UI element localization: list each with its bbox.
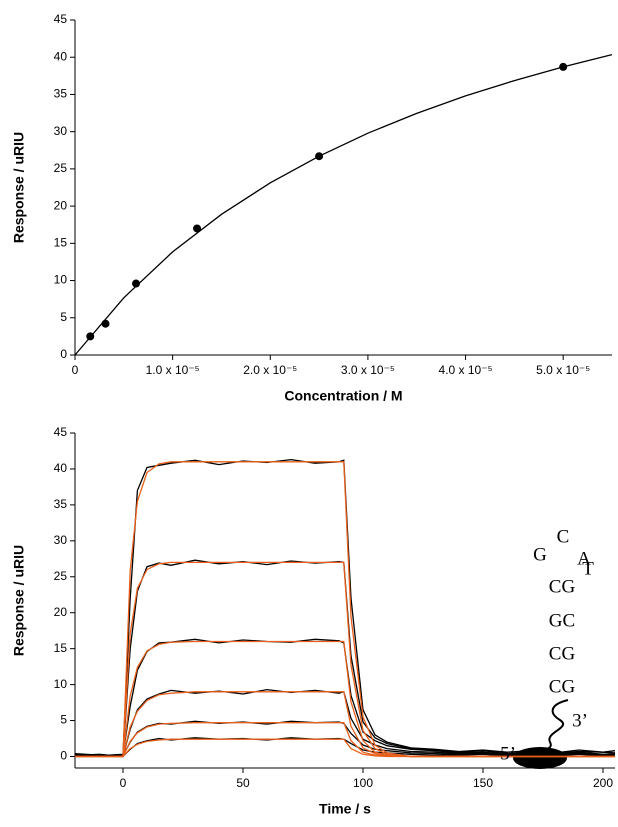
structure-label: GC [549,610,575,631]
y-tick-label: 20 [54,198,68,212]
data-line [74,53,613,356]
data-line [74,458,616,757]
structure-label: C [557,526,570,547]
y-tick-label: 45 [54,12,68,26]
x-tick-label: 4.0 x 10⁻⁵ [439,363,493,377]
x-tick-label: 50 [236,776,250,790]
structure-label: CG [549,676,576,697]
y-tick-label: 25 [54,161,68,175]
structure-label: 3’ [572,710,588,731]
y-tick-label: 35 [54,497,68,511]
y-axis-title: Response / uRIU [11,545,27,656]
x-tick-label: 5.0 x 10⁻⁵ [536,363,590,377]
y-tick-label: 40 [54,461,68,475]
structure-label: CG [549,576,576,597]
y-tick-label: 10 [54,273,68,287]
data-point [101,319,110,328]
y-tick-label: 40 [54,49,68,63]
y-tick-label: 0 [60,347,67,361]
structure-label: 5’ [500,743,516,764]
y-tick-label: 15 [54,641,68,655]
structure-label: A [577,548,591,569]
structure-label: T [582,558,594,579]
x-tick-label: 1.0 x 10⁻⁵ [146,363,200,377]
x-axis-title: Concentration / M [284,388,402,404]
y-tick-label: 5 [60,310,67,324]
y-tick-label: 5 [60,713,67,727]
linker [543,699,569,753]
data-point [193,224,202,233]
y-tick-label: 15 [54,236,68,250]
data-point [132,279,141,288]
x-tick-label: 0 [120,776,127,790]
data-line [75,461,615,758]
x-axis-title: Time / s [319,801,371,817]
bead [513,747,567,769]
y-tick-label: 25 [54,569,68,583]
structure-label: G [533,544,547,565]
x-tick-label: 0 [72,363,79,377]
x-tick-label: 2.0 x 10⁻⁵ [243,363,297,377]
y-tick-label: 30 [54,124,68,138]
y-tick-label: 0 [60,749,67,763]
y-tick-label: 10 [54,677,68,691]
data-line [75,738,615,758]
y-tick-label: 20 [54,605,68,619]
x-tick-label: 3.0 x 10⁻⁵ [341,363,395,377]
y-tick-label: 30 [54,533,68,547]
y-tick-label: 45 [54,425,68,439]
x-tick-label: 100 [353,776,373,790]
x-tick-label: 150 [473,776,493,790]
y-tick-label: 35 [54,87,68,101]
y-axis-title: Response / uRIU [11,132,27,243]
structure-label: CG [549,643,576,664]
x-tick-label: 200 [593,776,613,790]
